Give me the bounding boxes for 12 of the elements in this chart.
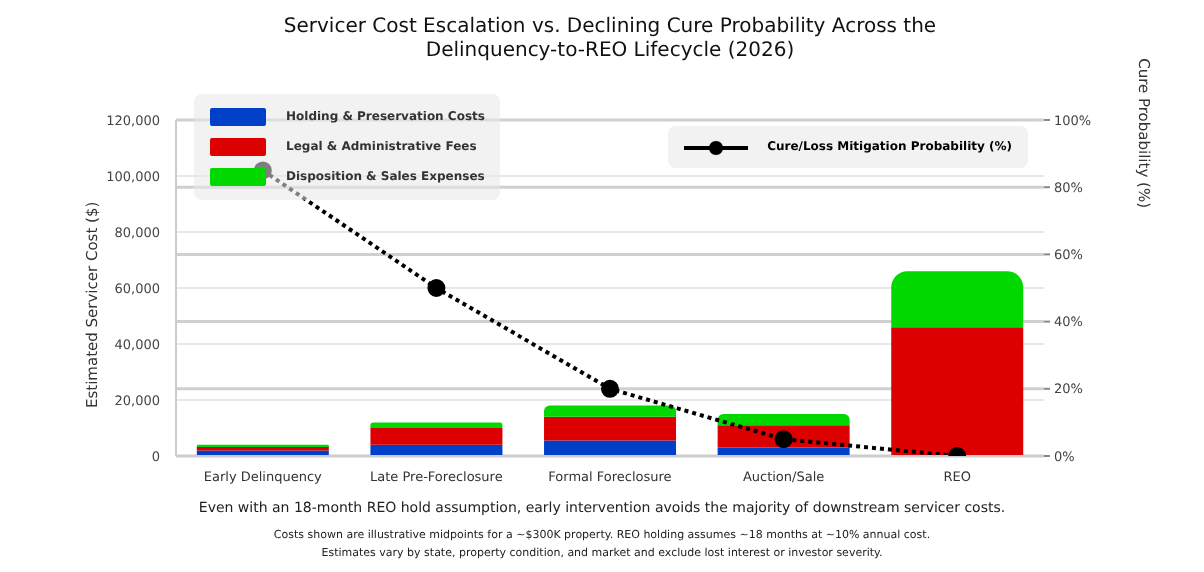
bar (544, 416, 677, 441)
bar (544, 405, 677, 417)
bar (370, 422, 503, 428)
point (774, 430, 793, 449)
bar (717, 414, 850, 426)
point (427, 279, 446, 297)
bar (891, 327, 1024, 456)
point (601, 379, 619, 398)
bar (544, 440, 677, 456)
bar (370, 428, 503, 445)
bar (891, 271, 1024, 328)
chart-title: Servicer Cost Escalation vs. Declining Cure Probability Across the Delinquency-to-REO Lifecycle (2026) (281, 16, 939, 64)
